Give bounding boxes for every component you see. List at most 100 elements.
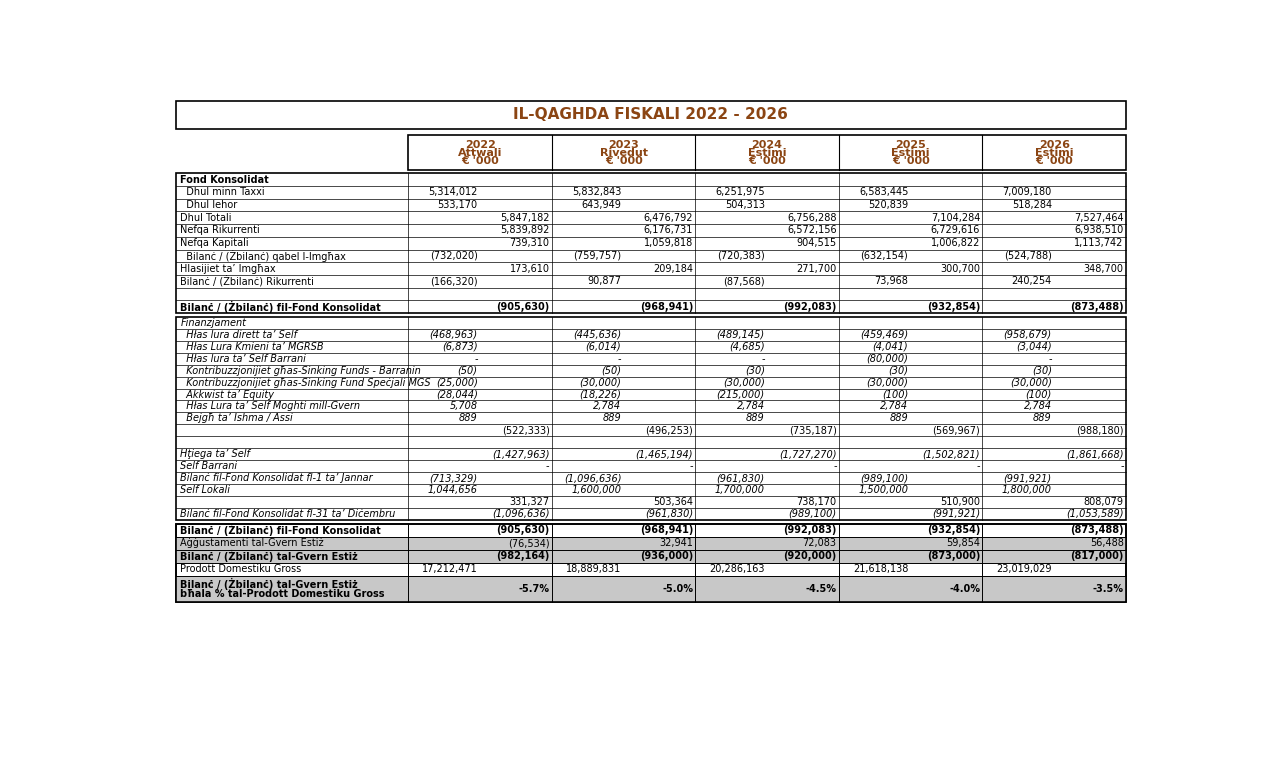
Bar bbox=[175, 101, 1126, 129]
Text: 7,104,284: 7,104,284 bbox=[931, 213, 980, 223]
Text: Dhul Totali: Dhul Totali bbox=[180, 213, 232, 223]
Text: 6,729,616: 6,729,616 bbox=[931, 225, 980, 235]
Text: (30,000): (30,000) bbox=[579, 378, 621, 388]
Text: 20,286,163: 20,286,163 bbox=[710, 564, 765, 574]
Text: Bilanċ / (Żbilanċ) qabel l-Imgħax: Bilanċ / (Żbilanċ) qabel l-Imgħax bbox=[180, 250, 347, 262]
Bar bbox=[408, 135, 1126, 170]
Text: 533,170: 533,170 bbox=[438, 200, 478, 210]
Text: Dhul Iehor: Dhul Iehor bbox=[180, 200, 237, 210]
Text: (1,427,963): (1,427,963) bbox=[491, 449, 550, 459]
Text: (920,000): (920,000) bbox=[784, 552, 837, 562]
Text: 1,006,822: 1,006,822 bbox=[931, 239, 980, 248]
Text: -: - bbox=[977, 461, 980, 471]
Text: 2023: 2023 bbox=[608, 140, 639, 150]
Text: Hţiega ta’ Self: Hţiega ta’ Self bbox=[180, 449, 250, 459]
Text: 1,500,000: 1,500,000 bbox=[859, 485, 908, 495]
Text: (988,180): (988,180) bbox=[1076, 425, 1124, 435]
Text: (720,383): (720,383) bbox=[718, 251, 765, 261]
Text: 1,113,742: 1,113,742 bbox=[1074, 239, 1124, 248]
Text: (732,020): (732,020) bbox=[429, 251, 478, 261]
Text: -: - bbox=[474, 354, 478, 364]
Text: 889: 889 bbox=[458, 413, 478, 423]
Text: Finanzjament: Finanzjament bbox=[180, 318, 246, 328]
Text: 1,800,000: 1,800,000 bbox=[1002, 485, 1052, 495]
Text: 5,832,843: 5,832,843 bbox=[572, 187, 621, 197]
Text: (961,830): (961,830) bbox=[716, 473, 765, 483]
Text: (4,685): (4,685) bbox=[729, 342, 765, 352]
Text: 7,527,464: 7,527,464 bbox=[1074, 213, 1124, 223]
Text: (28,044): (28,044) bbox=[436, 389, 478, 399]
Text: Bilanċ / (Żbilanċ) tal-Gvern Estiż: Bilanċ / (Żbilanċ) tal-Gvern Estiż bbox=[180, 550, 358, 563]
Text: -: - bbox=[690, 461, 693, 471]
Text: Estimi: Estimi bbox=[892, 148, 930, 158]
Text: 6,572,156: 6,572,156 bbox=[787, 225, 837, 235]
Text: 1,600,000: 1,600,000 bbox=[572, 485, 621, 495]
Text: (215,000): (215,000) bbox=[716, 389, 765, 399]
Text: (166,320): (166,320) bbox=[431, 277, 478, 286]
Text: -5.7%: -5.7% bbox=[518, 584, 550, 594]
Text: (873,000): (873,000) bbox=[927, 552, 980, 562]
Text: 6,251,975: 6,251,975 bbox=[715, 187, 765, 197]
Text: (100): (100) bbox=[883, 389, 908, 399]
Text: 2,784: 2,784 bbox=[880, 402, 908, 412]
Bar bbox=[175, 550, 1126, 563]
Text: (496,253): (496,253) bbox=[645, 425, 693, 435]
Text: 643,949: 643,949 bbox=[582, 200, 621, 210]
Text: 2,784: 2,784 bbox=[1024, 402, 1052, 412]
Text: 510,900: 510,900 bbox=[940, 497, 980, 507]
Text: (30): (30) bbox=[744, 366, 765, 375]
Text: -: - bbox=[833, 461, 837, 471]
Text: Akkwist ta’ Equity: Akkwist ta’ Equity bbox=[180, 389, 274, 399]
Text: 348,700: 348,700 bbox=[1083, 263, 1124, 274]
Text: (713,329): (713,329) bbox=[429, 473, 478, 483]
Text: (6,014): (6,014) bbox=[585, 342, 621, 352]
Text: (932,854): (932,854) bbox=[927, 525, 980, 535]
Text: 56,488: 56,488 bbox=[1090, 538, 1124, 549]
Text: (459,469): (459,469) bbox=[860, 329, 908, 340]
Text: 90,877: 90,877 bbox=[587, 277, 621, 286]
Text: 738,170: 738,170 bbox=[796, 497, 837, 507]
Text: (569,967): (569,967) bbox=[932, 425, 980, 435]
Text: Hłas Lura ta’ Self Moghti mill-Gvern: Hłas Lura ta’ Self Moghti mill-Gvern bbox=[180, 402, 361, 412]
Text: Estimi: Estimi bbox=[748, 148, 786, 158]
Text: (632,154): (632,154) bbox=[861, 251, 908, 261]
Text: Nefqa Kapitali: Nefqa Kapitali bbox=[180, 239, 249, 248]
Text: 7,009,180: 7,009,180 bbox=[1002, 187, 1052, 197]
Text: 2022: 2022 bbox=[465, 140, 495, 150]
Text: 518,284: 518,284 bbox=[1012, 200, 1052, 210]
Text: Dhul minn Taxxi: Dhul minn Taxxi bbox=[180, 187, 265, 197]
Text: -: - bbox=[1048, 354, 1052, 364]
Text: 889: 889 bbox=[1033, 413, 1052, 423]
Bar bbox=[175, 524, 1126, 602]
Text: 889: 889 bbox=[602, 413, 621, 423]
Text: 72,083: 72,083 bbox=[803, 538, 837, 549]
Text: 504,313: 504,313 bbox=[725, 200, 765, 210]
Text: 1,044,656: 1,044,656 bbox=[428, 485, 478, 495]
Text: 5,314,012: 5,314,012 bbox=[428, 187, 478, 197]
Text: 6,756,288: 6,756,288 bbox=[787, 213, 837, 223]
Text: 59,854: 59,854 bbox=[946, 538, 980, 549]
Text: 23,019,029: 23,019,029 bbox=[997, 564, 1052, 574]
Text: (522,333): (522,333) bbox=[502, 425, 550, 435]
Text: (873,488): (873,488) bbox=[1071, 301, 1124, 312]
Text: 503,364: 503,364 bbox=[653, 497, 693, 507]
Text: 6,583,445: 6,583,445 bbox=[859, 187, 908, 197]
Text: 32,941: 32,941 bbox=[659, 538, 693, 549]
Text: 739,310: 739,310 bbox=[509, 239, 550, 248]
Text: Nefqa Rikurrenti: Nefqa Rikurrenti bbox=[180, 225, 260, 235]
Text: 5,708: 5,708 bbox=[450, 402, 478, 412]
Text: (30,000): (30,000) bbox=[1010, 378, 1052, 388]
Text: (18,226): (18,226) bbox=[579, 389, 621, 399]
Text: 73,968: 73,968 bbox=[875, 277, 908, 286]
Text: Bilanċ fil-Fond Konsolidat fl-1 ta’ Jannar: Bilanċ fil-Fond Konsolidat fl-1 ta’ Jann… bbox=[180, 473, 373, 483]
Text: -5.0%: -5.0% bbox=[662, 584, 693, 594]
Text: bħala % tal-Prodott Domestiku Gross: bħala % tal-Prodott Domestiku Gross bbox=[180, 589, 385, 599]
Text: (968,941): (968,941) bbox=[640, 525, 693, 535]
Text: 17,212,471: 17,212,471 bbox=[422, 564, 478, 574]
Text: (905,630): (905,630) bbox=[497, 301, 550, 312]
Text: (992,083): (992,083) bbox=[784, 525, 837, 535]
Text: Prodott Domestiku Gross: Prodott Domestiku Gross bbox=[180, 564, 302, 574]
Text: Kontribuzzjonijiet għas-Sinking Fund Speċjali MGS: Kontribuzzjonijiet għas-Sinking Fund Spe… bbox=[180, 378, 431, 388]
Text: 240,254: 240,254 bbox=[1012, 277, 1052, 286]
Text: € '000: € '000 bbox=[461, 156, 499, 166]
